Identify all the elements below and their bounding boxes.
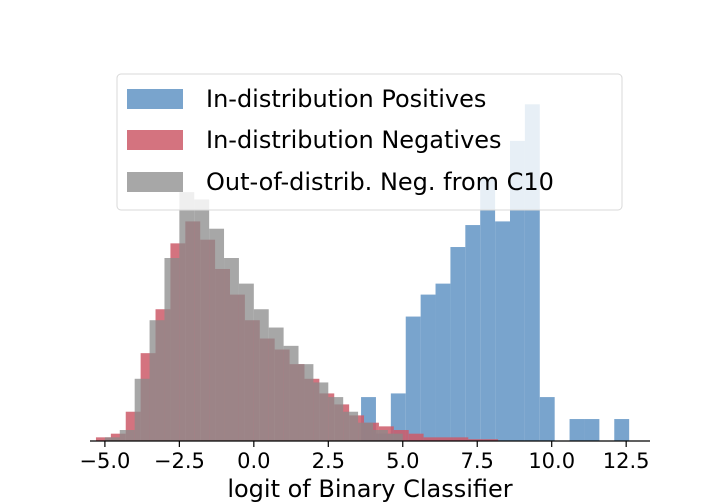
bar-ood-negatives-16 bbox=[343, 411, 359, 441]
x-tick-label-3: 2.5 bbox=[312, 449, 345, 473]
bar-positives-6 bbox=[450, 247, 466, 441]
bar-positives-12 bbox=[539, 397, 555, 441]
bar-negatives-22 bbox=[423, 437, 439, 441]
x-tick-label-1: −2.5 bbox=[154, 449, 205, 473]
bar-ood-negatives-1 bbox=[119, 430, 135, 441]
bar-ood-negatives-14 bbox=[313, 382, 329, 441]
bar-negatives-0 bbox=[95, 437, 111, 441]
legend-label-positives: In-distribution Positives bbox=[206, 85, 486, 113]
legend-swatch-positives bbox=[127, 89, 183, 109]
bar-positives-3 bbox=[405, 316, 421, 441]
series-ood-negatives bbox=[104, 192, 403, 441]
bar-positives-9 bbox=[495, 221, 510, 441]
x-axis-ticks: −5.0 −2.5 0.0 2.5 5.0 7.5 10.0 12.5 bbox=[79, 441, 650, 473]
legend: In-distribution Positives In-distributio… bbox=[116, 73, 623, 211]
bar-ood-negatives-3 bbox=[149, 320, 165, 441]
bar-ood-negatives-15 bbox=[328, 397, 344, 441]
bar-negatives-23 bbox=[438, 437, 454, 441]
bar-ood-negatives-13 bbox=[298, 364, 314, 441]
bar-ood-negatives-0 bbox=[104, 437, 120, 441]
bar-positives-2 bbox=[390, 393, 406, 441]
bar-negatives-24 bbox=[453, 437, 469, 441]
bar-ood-negatives-2 bbox=[134, 378, 150, 441]
legend-label-ood-negatives: Out-of-distrib. Neg. from C10 bbox=[206, 168, 554, 196]
x-tick-label-6: 10.0 bbox=[528, 449, 575, 473]
bar-positives-8 bbox=[480, 177, 496, 442]
legend-swatch-ood-negatives bbox=[127, 172, 183, 192]
bar-positives-5 bbox=[435, 283, 451, 441]
bar-positives-7 bbox=[465, 225, 481, 441]
bar-ood-negatives-7 bbox=[209, 228, 225, 441]
bar-negatives-21 bbox=[408, 433, 424, 441]
bar-ood-negatives-18 bbox=[372, 430, 388, 441]
bar-negatives-26 bbox=[483, 439, 499, 441]
bar-ood-negatives-12 bbox=[283, 345, 299, 441]
bar-ood-negatives-10 bbox=[253, 309, 269, 441]
bar-positives-17 bbox=[614, 419, 630, 441]
legend-box bbox=[116, 73, 623, 211]
legend-label-negatives: In-distribution Negatives bbox=[206, 126, 502, 154]
bar-positives-10 bbox=[510, 140, 525, 441]
bar-ood-negatives-19 bbox=[387, 433, 403, 441]
x-axis-label: logit of Binary Classifier bbox=[227, 475, 512, 503]
x-tick-label-2: 0.0 bbox=[237, 449, 270, 473]
x-tick-label-5: 7.5 bbox=[461, 449, 494, 473]
legend-swatch-negatives bbox=[127, 130, 183, 150]
bar-ood-negatives-6 bbox=[194, 199, 210, 441]
bar-ood-negatives-17 bbox=[358, 422, 373, 441]
bar-ood-negatives-4 bbox=[164, 258, 180, 441]
x-tick-label-0: −5.0 bbox=[79, 449, 130, 473]
bar-positives-4 bbox=[420, 294, 436, 441]
bar-positives-15 bbox=[584, 419, 600, 441]
bar-ood-negatives-9 bbox=[238, 283, 254, 441]
bar-negatives-25 bbox=[468, 439, 484, 441]
bar-ood-negatives-11 bbox=[268, 327, 284, 441]
bar-positives-14 bbox=[569, 419, 585, 441]
bar-ood-negatives-5 bbox=[179, 192, 195, 441]
x-tick-label-7: 12.5 bbox=[603, 449, 650, 473]
bar-ood-negatives-8 bbox=[224, 258, 239, 441]
x-tick-label-4: 5.0 bbox=[386, 449, 419, 473]
